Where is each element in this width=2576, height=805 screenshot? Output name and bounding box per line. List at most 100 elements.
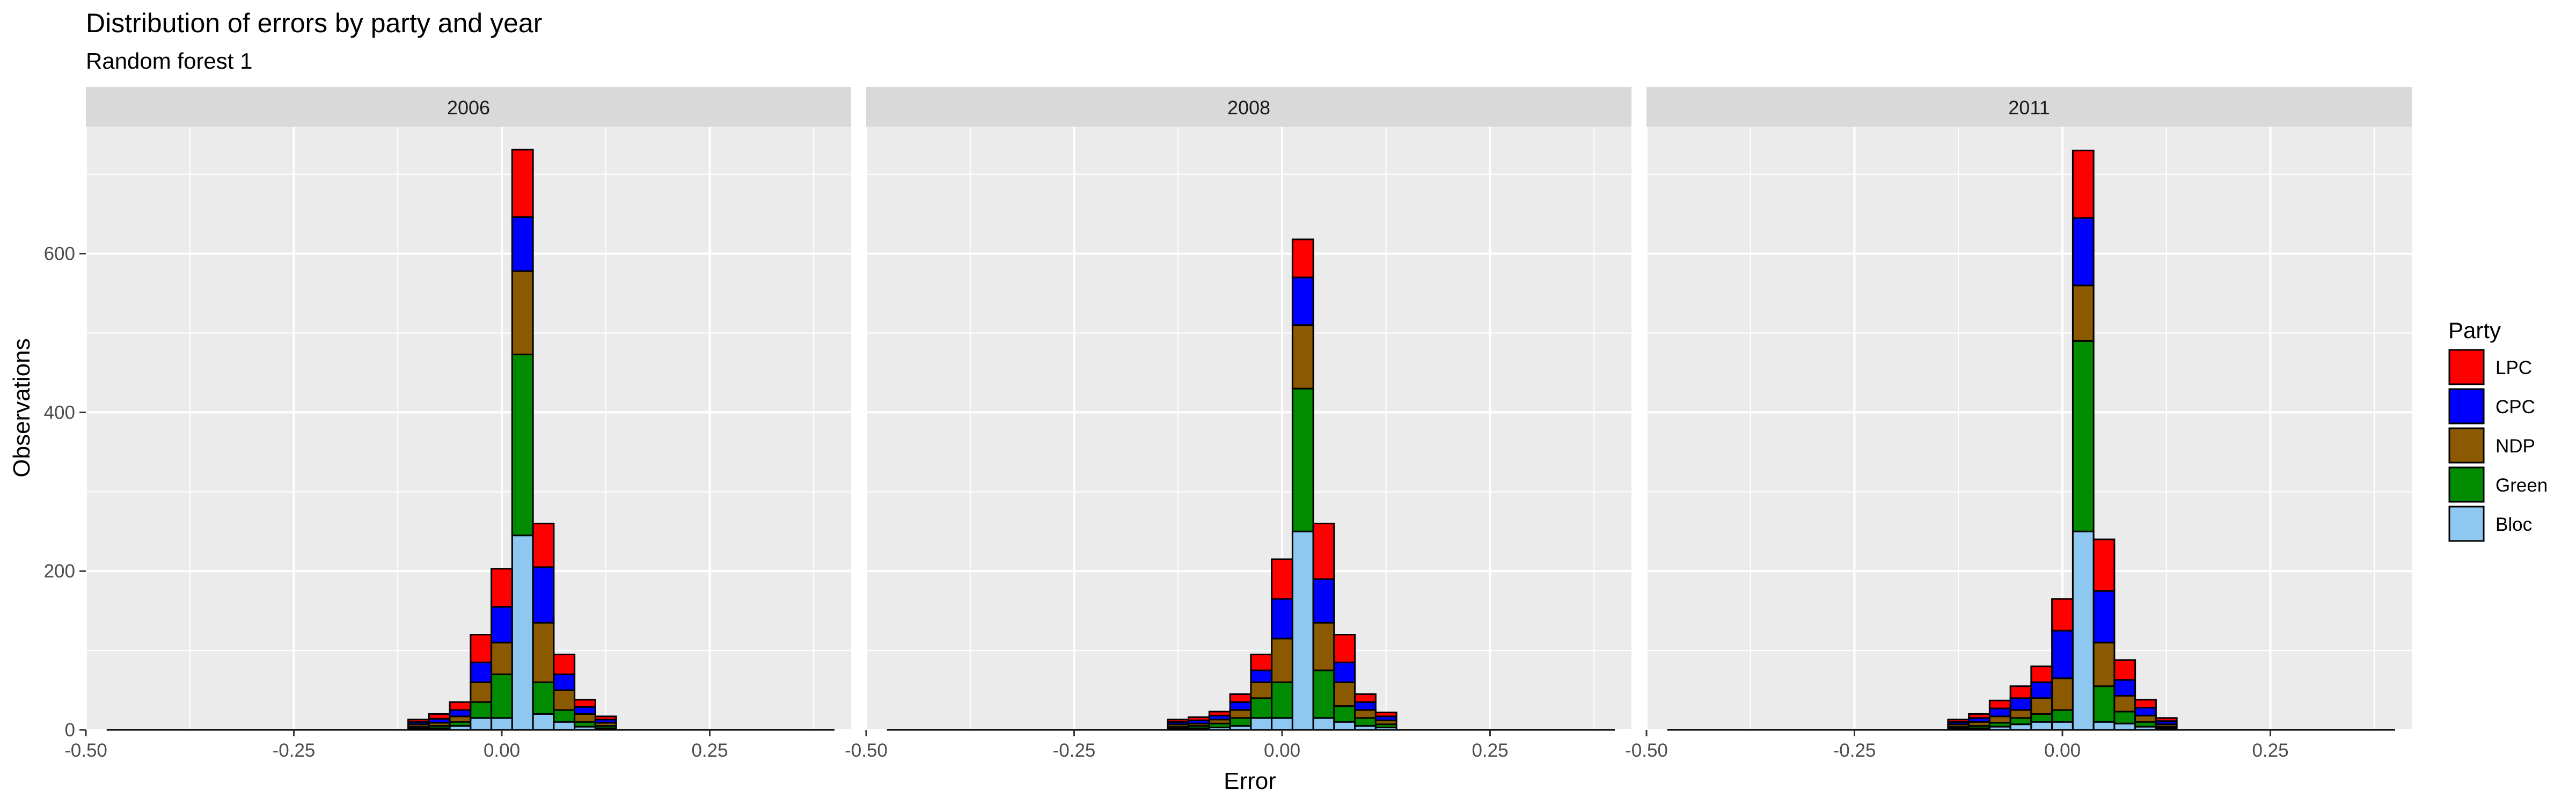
bar-segment-lpc [1250, 654, 1273, 671]
bar-segment-bloc [2072, 530, 2095, 731]
bar-segment-green [1312, 669, 1335, 719]
bar-segment-lpc [511, 149, 534, 218]
bar-segment-ndp [1312, 621, 1335, 671]
bar-segment-ndp [1250, 681, 1273, 699]
bar-segment-lpc [1968, 713, 1990, 719]
bar-segment-ndp [1271, 638, 1293, 683]
bar-segment-lpc [2092, 538, 2116, 592]
bar-segment-cpc [1291, 276, 1314, 326]
bar-segment-cpc [553, 673, 576, 691]
bar-segment-lpc [532, 522, 555, 568]
y-tick-label: 600 [44, 244, 75, 265]
x-tick-label: 0.00 [484, 740, 520, 761]
x-tick-label: 0.00 [2044, 740, 2081, 761]
bar-segment-lpc [1208, 711, 1231, 716]
bar-segment-green [2009, 717, 2032, 726]
bar-segment-cpc [2051, 630, 2074, 679]
bar-segment-bloc [2113, 722, 2136, 731]
bar-segment-cpc [1354, 701, 1377, 711]
x-axis-title: Error [1224, 768, 1276, 794]
bar-segment-ndp [532, 621, 555, 683]
x-tick-label: 0.00 [1264, 740, 1300, 761]
x-tick-label: -0.50 [845, 740, 888, 761]
legend-label-cpc: CPC [2496, 397, 2535, 418]
bar-segment-lpc [1291, 238, 1314, 279]
bar-segment-ndp [2072, 284, 2095, 342]
bar-segment-bloc [2030, 721, 2053, 731]
plot-background [86, 127, 851, 730]
bar-segment-cpc [1250, 669, 1273, 683]
chart-subtitle: Random forest 1 [86, 48, 253, 74]
bar-segment-lpc [2113, 659, 2136, 681]
bar-segment-bloc [2051, 721, 2074, 731]
bar-segment-bloc [1291, 530, 1314, 731]
bar-segment-lpc [428, 713, 451, 720]
legend-key-lpc [2448, 349, 2485, 385]
bar-segment-lpc [1333, 634, 1356, 663]
bar-segment-cpc [2113, 679, 2136, 697]
bar-segment-cpc [2072, 217, 2095, 287]
y-tick-label: 200 [44, 561, 75, 582]
bar-segment-lpc [594, 715, 617, 721]
bar-segment-lpc [1312, 522, 1335, 580]
bar-segment-ndp [491, 641, 513, 675]
bar-segment-green [2051, 709, 2074, 723]
x-tick-label: 0.25 [2252, 740, 2288, 761]
bar-segment-ndp [470, 681, 493, 703]
bar-segment-bloc [1250, 717, 1273, 731]
bar-segment-lpc [1947, 719, 1970, 723]
plot-background [866, 127, 1631, 730]
bar-segment-ndp [2051, 677, 2074, 711]
legend-label-ndp: NDP [2496, 436, 2535, 457]
bar-segment-green [1250, 697, 1273, 719]
bar-segment-cpc [1229, 701, 1252, 711]
bar-segment-cpc [2092, 590, 2116, 643]
bar-segment-lpc [1229, 693, 1252, 703]
x-tick-label: -0.50 [1625, 740, 1668, 761]
bar-segment-bloc [1312, 717, 1335, 731]
bar-segment-ndp [2030, 697, 2053, 715]
bar-segment-cpc [1988, 707, 2011, 718]
bar-segment-green [1354, 717, 1377, 727]
bar-segment-lpc [407, 719, 430, 723]
y-axis-title: Observations [9, 338, 35, 477]
legend-label-green: Green [2496, 475, 2548, 496]
bar-segment-bloc [470, 717, 493, 731]
bar-segment-ndp [1229, 709, 1252, 719]
bar-segment-green [532, 681, 555, 715]
bar-segment-lpc [2030, 665, 2053, 683]
bar-segment-bloc [491, 717, 513, 731]
bar-segment-green [2113, 711, 2136, 724]
bar-segment-cpc [470, 661, 493, 683]
x-tick-label: -0.25 [1833, 740, 1876, 761]
legend-title: Party [2448, 318, 2501, 343]
bar-segment-lpc [2155, 717, 2178, 722]
bar-segment-cpc [2009, 697, 2032, 711]
bar-segment-ndp [449, 715, 472, 723]
bar-segment-lpc [449, 701, 472, 711]
bar-segment-bloc [1271, 717, 1293, 731]
bar-segment-green [1291, 387, 1314, 532]
plot-background [1646, 127, 2412, 730]
bar-segment-lpc [1374, 711, 1397, 718]
bar-segment-bloc [1333, 721, 1356, 731]
bar-segment-ndp [511, 270, 534, 355]
facet-panels: 2006 -0.50 -0.25 0.00 0.25 2008 -0.50 -0.25 0.00… [44, 87, 2412, 761]
bar-segment-lpc [2072, 149, 2095, 219]
bar-segment-green [2030, 713, 2053, 723]
legend-key-bloc [2448, 506, 2485, 542]
bar-segment-cpc [532, 566, 555, 624]
legend-key-ndp [2448, 427, 2485, 464]
bar-segment-bloc [532, 713, 555, 731]
bar-segment-cpc [1312, 578, 1335, 624]
bar-segment-ndp [574, 713, 596, 723]
legend-label-lpc: LPC [2496, 357, 2532, 378]
legend-key-green [2448, 466, 2485, 503]
bar-segment-cpc [491, 606, 513, 643]
bar-segment-lpc [1354, 693, 1377, 703]
legend-label-bloc: Bloc [2496, 514, 2532, 535]
bar-segment-lpc [1188, 716, 1210, 721]
y-tick-label: 0 [65, 720, 75, 741]
bar-segment-cpc [2030, 681, 2053, 699]
x-tick-label: 0.25 [691, 740, 728, 761]
